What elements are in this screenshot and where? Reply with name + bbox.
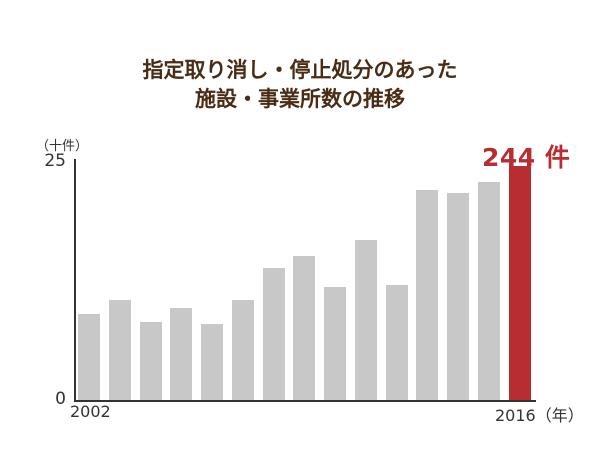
highlight-callout: 244 件 xyxy=(482,143,571,172)
bar-2014 xyxy=(447,192,469,400)
bar-2016 xyxy=(508,165,531,400)
bar-2015 xyxy=(477,182,500,400)
bar-2006 xyxy=(201,324,223,400)
chart-title-line1: 指定取り消し・停止処分のあった xyxy=(142,58,458,82)
y-axis-line xyxy=(74,159,76,401)
bar-2011 xyxy=(354,239,377,400)
bar-2003 xyxy=(108,300,131,400)
chart-title-line2: 施設・事業所数の推移 xyxy=(195,87,405,111)
bar-2010 xyxy=(324,286,346,400)
bar-2004 xyxy=(139,322,162,400)
bar-2005 xyxy=(170,307,193,400)
y-tick-max: 25 xyxy=(44,151,66,171)
bar-2009 xyxy=(293,256,316,400)
x-axis-line xyxy=(74,400,536,402)
y-tick-min: 0 xyxy=(55,389,66,409)
bar-2012 xyxy=(385,284,408,400)
bar-2008 xyxy=(262,267,285,400)
bar-2007 xyxy=(231,300,254,400)
y-axis-unit-label: （十件） xyxy=(36,139,89,154)
x-tick-end: 2016（年） xyxy=(495,406,584,425)
bar-2013 xyxy=(416,189,439,400)
bar-2002 xyxy=(78,313,100,400)
x-tick-start: 2002 xyxy=(70,402,111,421)
